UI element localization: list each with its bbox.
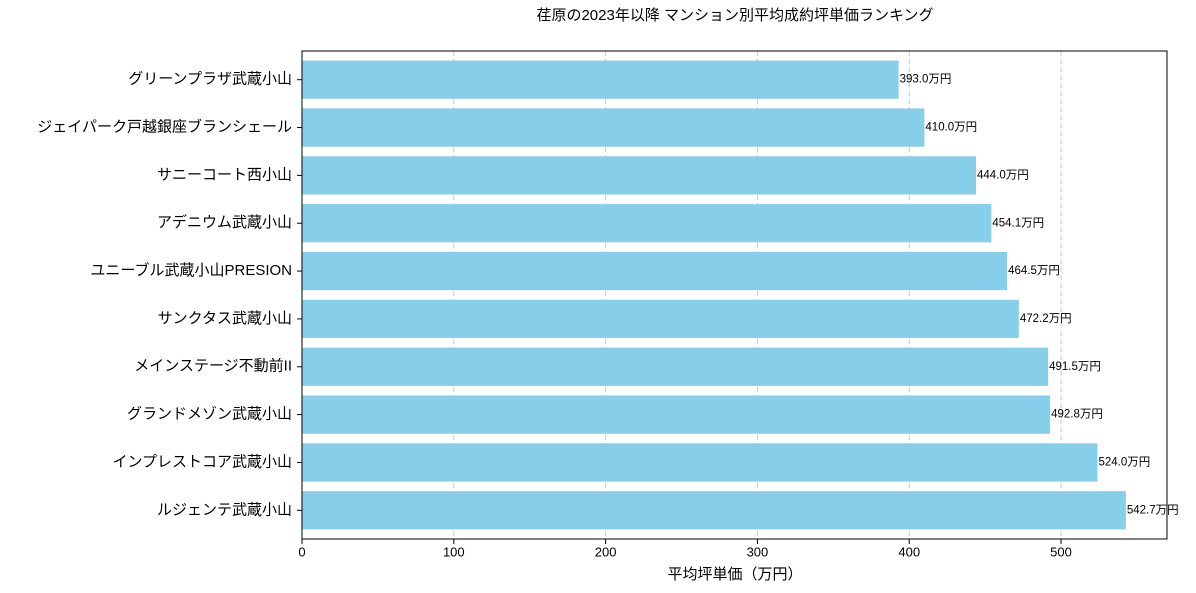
y-tick-label: インプレストコア武蔵小山 (112, 453, 292, 470)
y-tick-label: メインステージ不動前II (134, 358, 292, 375)
bar (302, 347, 1049, 386)
value-label: 393.0万円 (900, 74, 952, 86)
x-tick-label: 200 (595, 544, 617, 559)
bar (302, 204, 992, 243)
y-tick-label: グリーンプラザ武蔵小山 (128, 71, 292, 88)
y-tick-label: アデニウム武蔵小山 (157, 213, 292, 231)
bar (302, 395, 1051, 434)
value-label: 472.2万円 (1020, 313, 1072, 325)
x-axis-label: 平均坪単価（万円） (667, 566, 802, 583)
bar (302, 156, 977, 195)
bar (302, 60, 899, 99)
y-tick-label: ルジェンテ武蔵小山 (157, 501, 292, 518)
x-tick-label: 500 (1050, 544, 1072, 559)
bar (302, 108, 925, 147)
y-tick-label: サニーコート西小山 (157, 166, 292, 183)
bar (302, 443, 1098, 482)
plot-frame (301, 50, 1168, 540)
value-label: 410.0万円 (925, 122, 977, 134)
value-label: 492.8万円 (1051, 409, 1103, 421)
value-label: 454.1万円 (992, 217, 1044, 229)
bar (302, 491, 1126, 530)
bar (302, 299, 1019, 339)
x-tick-label: 0 (298, 544, 305, 559)
chart-title: 荏原の2023年以降 マンション別平均成約坪単価ランキング (536, 7, 933, 24)
value-label: 464.5万円 (1008, 265, 1060, 277)
y-tick-label: ユニーブル武蔵小山PRESION (90, 261, 292, 279)
value-label: 491.5万円 (1049, 361, 1101, 373)
value-label: 444.0万円 (977, 169, 1029, 181)
x-tick-label: 400 (898, 544, 920, 559)
y-tick-label: サンクタス武蔵小山 (158, 310, 292, 327)
x-tick-label: 300 (747, 544, 769, 559)
value-label: 524.0万円 (1098, 456, 1150, 468)
value-label: 542.7万円 (1127, 504, 1179, 516)
bar (302, 251, 1008, 291)
x-tick-label: 100 (443, 544, 465, 559)
y-tick-label: グランドメゾン武蔵小山 (127, 406, 292, 423)
y-tick-label: ジェイパーク戸越銀座ブランシェール (37, 118, 292, 136)
